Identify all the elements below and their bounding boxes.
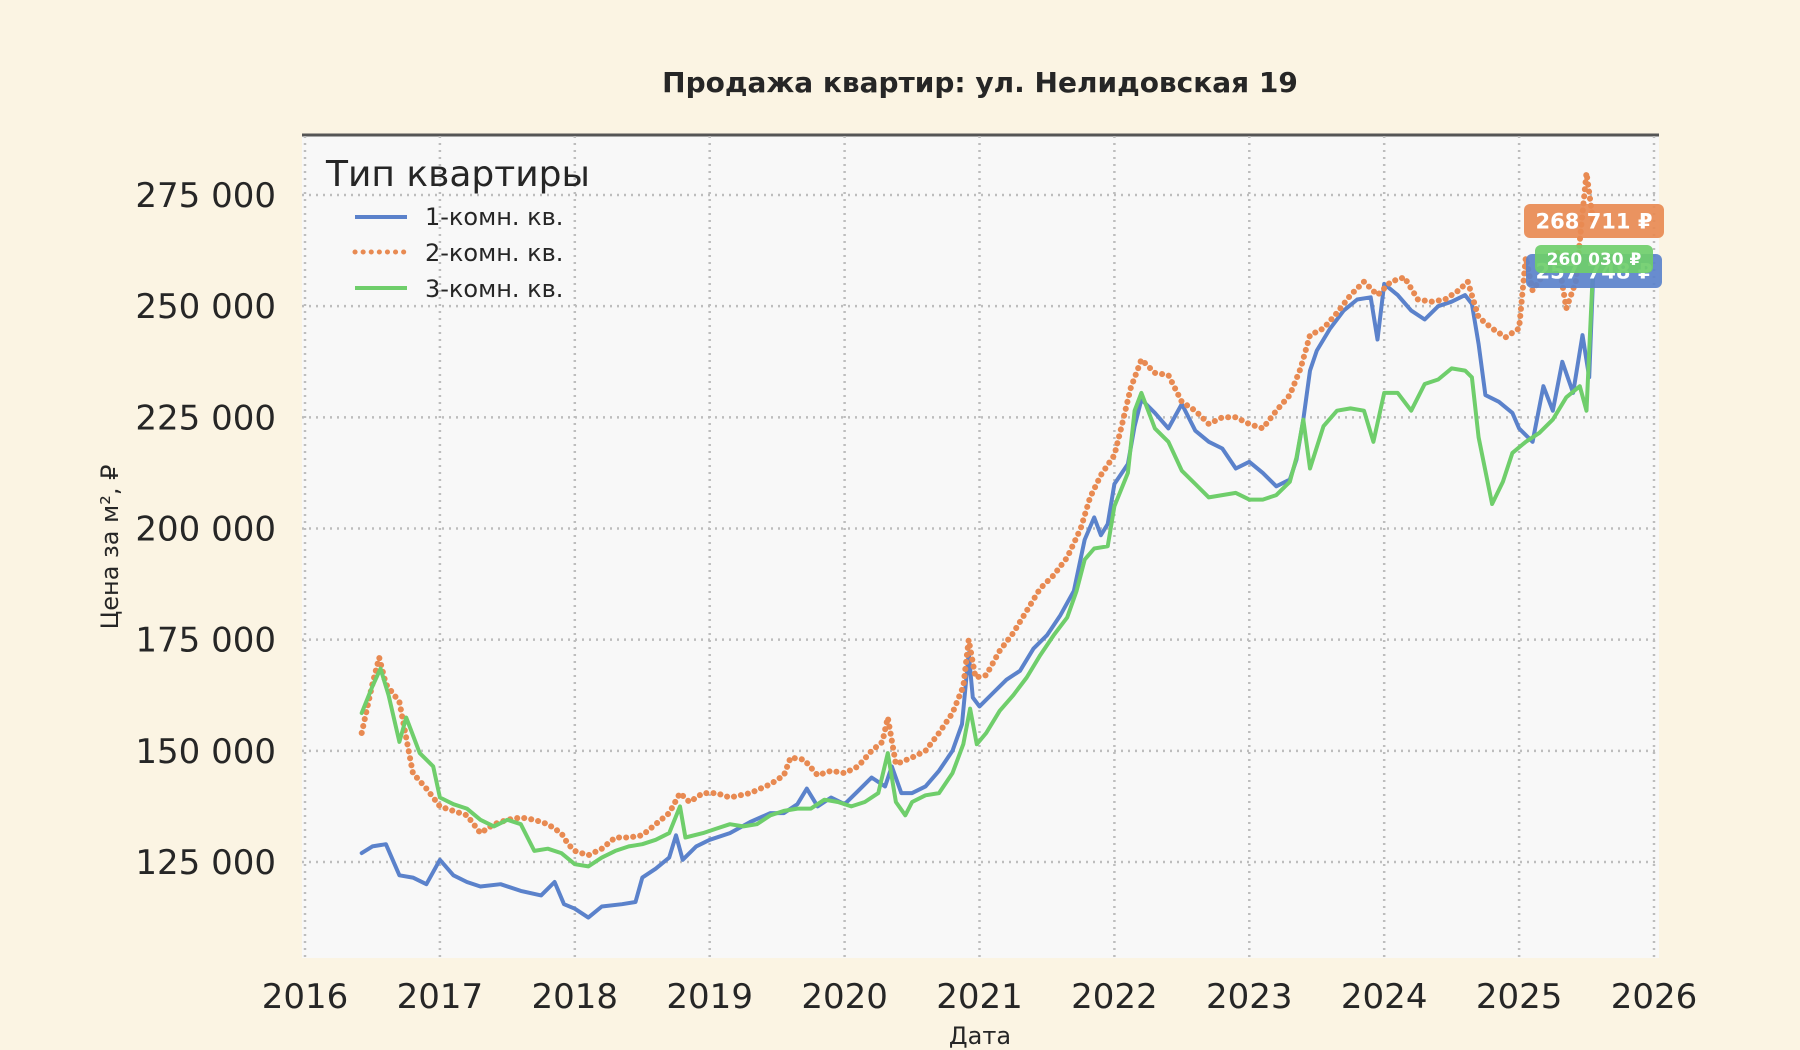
x-tick-label: 2025 xyxy=(1476,977,1563,1017)
y-tick-label: 275 000 xyxy=(135,176,276,216)
x-tick-label: 2026 xyxy=(1611,977,1698,1017)
y-axis-ticks: 125 000 150 000 175 000 200 000 225 000 250 0… xyxy=(135,176,276,883)
x-tick-label: 2024 xyxy=(1341,977,1428,1017)
end-label-badge xyxy=(1535,245,1653,273)
legend-label-2: 2-комн. кв. xyxy=(425,239,563,267)
x-tick-label: 2019 xyxy=(666,977,753,1017)
legend-label-1: 1-комн. кв. xyxy=(425,203,563,231)
legend: Тип квартиры 1-комн. кв. 2-комн. кв. 3-к… xyxy=(325,154,590,303)
legend-title: Тип квартиры xyxy=(325,154,590,195)
end-label-text: 268 711 ₽ xyxy=(1536,210,1653,234)
series-line-1 xyxy=(359,269,1596,920)
chart-title: Продажа квартир: ул. Нелидовская 19 xyxy=(662,66,1298,99)
x-tick-label: 2023 xyxy=(1206,977,1293,1017)
y-tick-label: 200 000 xyxy=(135,510,276,550)
y-axis-label: Цена за м², ₽ xyxy=(96,465,124,630)
y-tick-label: 125 000 xyxy=(135,843,276,883)
x-tick-label: 2018 xyxy=(532,977,619,1017)
x-tick-label: 2021 xyxy=(936,977,1023,1017)
series-line-2 xyxy=(358,169,1597,859)
legend-label-3: 3-комн. кв. xyxy=(425,275,563,303)
y-tick-label: 250 000 xyxy=(135,287,276,327)
x-tick-label: 2020 xyxy=(801,977,888,1017)
y-tick-label: 150 000 xyxy=(135,732,276,772)
x-axis-label: Дата xyxy=(949,1022,1011,1050)
end-label-text: 260 030 ₽ xyxy=(1547,250,1642,270)
x-axis-ticks: 2016 2017 2018 2019 2020 2021 2022 2023 2024 2025… xyxy=(262,977,1698,1017)
x-tick-label: 2017 xyxy=(397,977,484,1017)
plot-area xyxy=(302,136,1659,958)
y-tick-label: 225 000 xyxy=(135,398,276,438)
series-lines xyxy=(358,169,1597,920)
x-tick-label: 2016 xyxy=(262,977,349,1017)
y-tick-label: 175 000 xyxy=(135,621,276,661)
end-label-badge xyxy=(1524,204,1664,238)
end-value-labels: 257 748 ₽268 711 ₽260 030 ₽ xyxy=(1524,204,1664,288)
x-tick-label: 2022 xyxy=(1071,977,1158,1017)
series-line-3 xyxy=(359,259,1596,869)
